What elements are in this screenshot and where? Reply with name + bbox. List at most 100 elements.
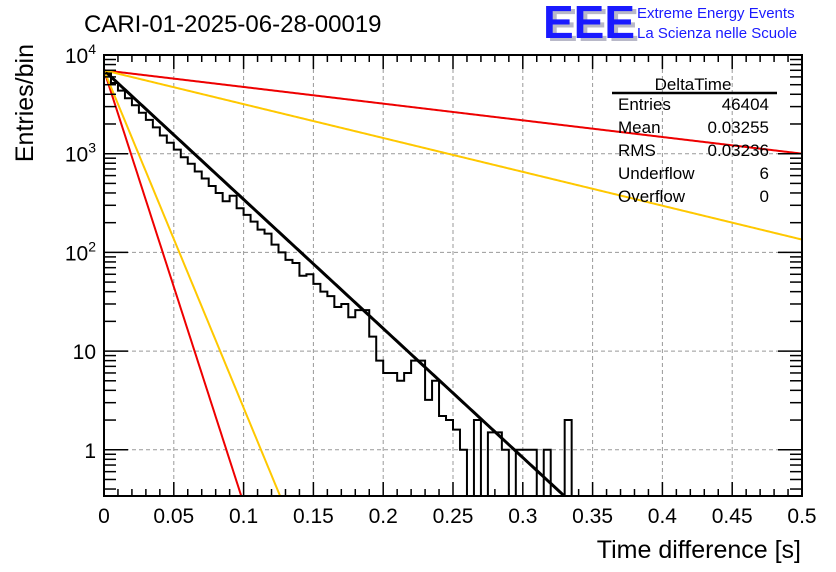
histogram-bin — [104, 73, 111, 496]
histogram-bin — [404, 373, 411, 496]
histogram-bin — [251, 222, 258, 496]
fit-curve-slow-yellow — [104, 69, 802, 241]
x-tick-label: 0.2 — [369, 505, 398, 528]
chart-title: CARI-01-2025-06-28-00019 — [84, 11, 382, 38]
tick-labels: 0 0.05 0.1 0.15 0.2 0.25 0.3 0.35 0.4 0.45 0.51041… — [65, 41, 817, 528]
histogram-bin — [320, 292, 327, 496]
histogram-bin — [237, 208, 244, 496]
histogram-bin — [488, 432, 495, 496]
histogram-bin — [502, 450, 509, 496]
histogram-bin — [118, 91, 125, 496]
x-tick-label: 0.4 — [648, 505, 678, 528]
x-tick-label: 0.1 — [229, 505, 258, 528]
histogram-bin — [439, 416, 446, 496]
histogram-bin — [446, 420, 453, 496]
histogram-bin — [334, 307, 341, 496]
y-tick-label: 102 — [65, 238, 96, 265]
y-tick-label: 10 — [73, 341, 96, 364]
histogram-bin — [188, 164, 195, 496]
x-tick-label: 0.05 — [153, 505, 194, 528]
logo-letters-shadow: EEE — [547, 0, 639, 51]
histogram-bin — [355, 310, 362, 496]
y-tick-exponent: 4 — [88, 41, 96, 57]
histogram-bin — [279, 252, 286, 496]
stats-value-entries: 46404 — [722, 95, 769, 114]
stats-label-underflow: Underflow — [618, 164, 695, 183]
histogram-bin — [397, 381, 404, 496]
histogram-bin — [299, 276, 306, 496]
histogram-bin — [244, 215, 251, 496]
histogram-bin — [230, 196, 237, 496]
histogram-bin — [362, 310, 369, 496]
histogram-bin — [292, 263, 299, 496]
histogram-bin — [411, 361, 418, 496]
histogram-bin — [369, 337, 376, 496]
histogram-bin — [495, 432, 502, 496]
histogram-bin — [132, 105, 139, 496]
x-tick-label: 0.35 — [572, 505, 613, 528]
histogram-step-line — [104, 72, 573, 496]
histogram-bin — [285, 260, 292, 496]
stats-box: DeltaTime Entries 46404 Mean 0.03255 RMS 0.03… — [612, 75, 777, 206]
histogram-bin — [272, 245, 279, 496]
histogram-bin — [139, 113, 146, 496]
histogram-bin — [146, 120, 153, 496]
histogram-bin — [125, 98, 132, 496]
histogram-bin — [223, 201, 230, 496]
stats-value-rms: 0.03236 — [708, 141, 769, 160]
x-tick-label: 0.5 — [787, 505, 816, 528]
histogram-bin — [265, 234, 272, 496]
histogram-bin — [160, 135, 167, 496]
logo-line1: Extreme Energy Events — [637, 5, 795, 22]
histogram-bin — [313, 284, 320, 496]
histogram-bin — [111, 83, 118, 496]
histogram-bin — [341, 304, 348, 496]
histogram-bin — [174, 150, 181, 496]
histogram-bin — [216, 193, 223, 496]
histogram-bin — [167, 143, 174, 496]
histogram-bin — [202, 179, 209, 496]
y-tick-exponent: 3 — [88, 140, 96, 156]
logo-letters: EEE — [543, 0, 635, 48]
histogram-bin — [348, 317, 355, 496]
eee-logo: EEE EEE Extreme Energy Events La Scienza… — [543, 0, 797, 51]
logo-line2: La Scienza nelle Scuole — [637, 25, 797, 42]
fit-curve-fast-yellow — [104, 69, 282, 496]
y-tick-label: 103 — [65, 140, 96, 167]
stats-title: DeltaTime — [655, 75, 732, 94]
x-tick-label: 0 — [98, 505, 110, 528]
fit-curve-fast-red — [104, 69, 243, 496]
histogram — [104, 72, 573, 496]
stats-label-mean: Mean — [618, 118, 661, 137]
fit-curves — [104, 69, 802, 496]
histogram-bin — [153, 127, 160, 496]
histogram-bin — [195, 171, 202, 496]
x-tick-label: 0.25 — [433, 505, 474, 528]
grid — [104, 55, 802, 496]
axes — [103, 54, 803, 497]
histogram-bin — [327, 296, 334, 496]
histogram-bin — [383, 373, 390, 496]
histogram-bin — [258, 230, 265, 496]
stats-label-overflow: Overflow — [618, 187, 686, 206]
histogram-bin — [209, 186, 216, 496]
histogram-bin — [474, 420, 481, 496]
stats-value-underflow: 6 — [760, 164, 769, 183]
y-tick-label: 1 — [84, 440, 96, 463]
histogram-bin — [530, 450, 537, 496]
y-tick-base: 10 — [65, 144, 88, 167]
histogram-bin — [376, 361, 383, 496]
stats-value-overflow: 0 — [760, 187, 769, 206]
y-tick-exponent: 2 — [88, 238, 96, 254]
y-tick-base: 10 — [65, 242, 88, 265]
fit-curve-slow-red — [104, 69, 802, 155]
histogram-bin — [544, 450, 551, 496]
histogram-bin — [425, 400, 432, 496]
x-tick-label: 0.15 — [293, 505, 334, 528]
x-axis-title: Time difference [s] — [597, 536, 801, 564]
histogram-bin — [565, 420, 572, 496]
histogram-bin — [181, 157, 188, 496]
stats-label-entries: Entries — [618, 95, 671, 114]
y-axis-title: Entries/bin — [11, 44, 39, 162]
